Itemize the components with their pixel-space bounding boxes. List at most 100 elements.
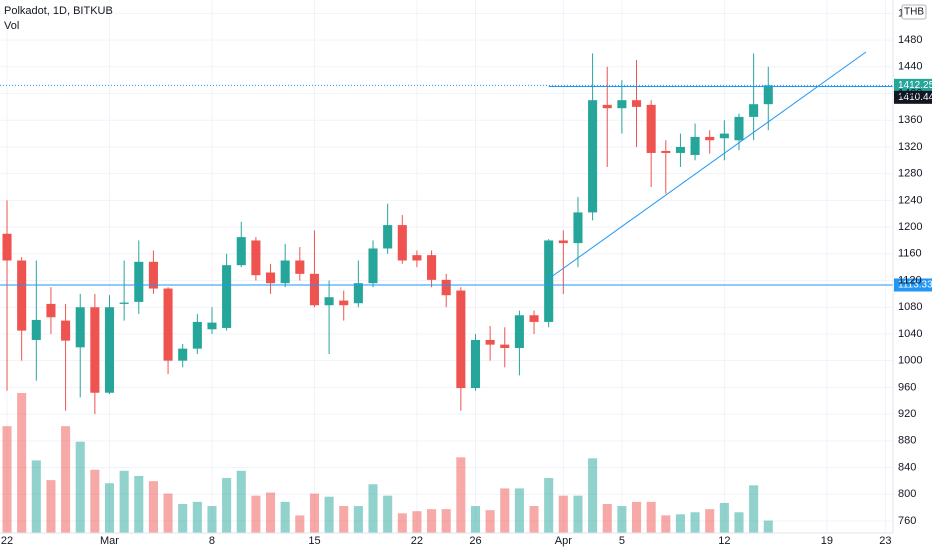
candle-body [192,321,202,349]
volume-bar [251,495,261,533]
candle-body [734,116,744,141]
candle-body [588,100,598,213]
candle-body [558,240,568,244]
x-tick-label: 12 [718,535,730,547]
candle-body [427,255,437,280]
volume-bar [383,495,393,533]
volume-bar [309,493,319,533]
price-label-box [894,90,932,104]
candle-body [661,150,671,153]
candle-body [280,260,290,284]
candle-body [544,240,554,322]
candle-body [61,320,71,341]
volume-bar [17,393,27,533]
candle-body [631,100,642,107]
currency-box[interactable] [901,4,927,20]
volume-bar [397,513,407,533]
volume-bar [90,469,100,533]
volume-bar [412,511,422,533]
volume-bar [119,470,129,533]
x-tick-label: 22 [1,535,13,547]
candle-body [485,339,495,345]
volume-bar [529,506,539,533]
volume-bar [544,478,554,533]
candle-body [368,248,378,284]
volume-bar [719,502,729,533]
candle-body [500,344,510,348]
volume-bar [324,496,334,533]
candle-body [31,319,41,340]
y-tick-label: 1400 [898,87,922,99]
volume-bar [236,470,246,533]
volume-bar [705,509,715,533]
x-tick-label: 15 [308,535,320,547]
volume-bar [734,512,744,533]
volume-bar [178,503,188,533]
volume-bar [690,512,700,533]
volume-bar [192,501,202,533]
candle-body [236,237,246,266]
candle-body [456,290,466,389]
candle-body [617,100,627,109]
candle-body [339,300,349,306]
y-tick-label: 1320 [898,141,922,153]
candle-body [134,261,144,302]
candle-body [602,104,612,109]
volume-bar [280,501,290,533]
volume-bar [2,426,12,533]
price-label: 1412.25 [898,80,932,91]
volume-bar [163,493,173,533]
candle-body [178,348,188,361]
candle-body [397,225,407,261]
candle-body [412,255,422,261]
currency[interactable]: THB [904,7,924,18]
candle-body [529,315,539,322]
y-tick-label: 800 [898,488,916,500]
y-tick-label: 1000 [898,355,922,367]
volume-bar [31,460,41,533]
y-tick-label: 920 [898,408,916,420]
candle-body [90,307,100,393]
candle-body [148,261,158,289]
candle-body [2,233,12,261]
price-label: 1410.44 [898,92,932,103]
price-label-box [894,78,932,92]
y-tick-label: 1040 [898,328,922,340]
volume-bar [295,515,305,533]
volume-bar [265,492,276,533]
candle-body [763,85,773,105]
candle-body [295,260,305,274]
volume-bar [602,503,612,533]
volume-bar [573,495,583,533]
x-tick-label: 19 [821,535,833,547]
volume-bar [763,520,773,533]
volume-bar [558,495,568,533]
candle-body [719,133,729,139]
volume-bar [617,506,627,533]
y-tick-label: 1280 [898,168,922,180]
volume-bar [75,441,85,533]
x-tick-label: Apr [555,535,572,547]
candle-body [573,212,583,244]
x-tick-label: 22 [411,535,423,547]
volume-bar [675,514,685,533]
candle-body [17,260,27,331]
volume-bar [134,475,144,533]
candle-body [324,297,334,306]
y-tick-label: 1160 [898,248,922,260]
y-tick-label: 840 [898,461,916,473]
y-tick-label: 1120 [898,274,922,286]
volume-bar [514,488,524,533]
candle-body [514,315,524,348]
volume-bar [222,478,232,533]
candle-body [705,136,715,141]
volume-bar [470,506,481,533]
volume-bar [353,506,363,533]
y-tick-label: 1200 [898,221,922,233]
y-tick-label: 880 [898,435,916,447]
volume-bar [148,481,158,533]
volume-bar [104,483,115,533]
volume-bar [46,480,56,533]
